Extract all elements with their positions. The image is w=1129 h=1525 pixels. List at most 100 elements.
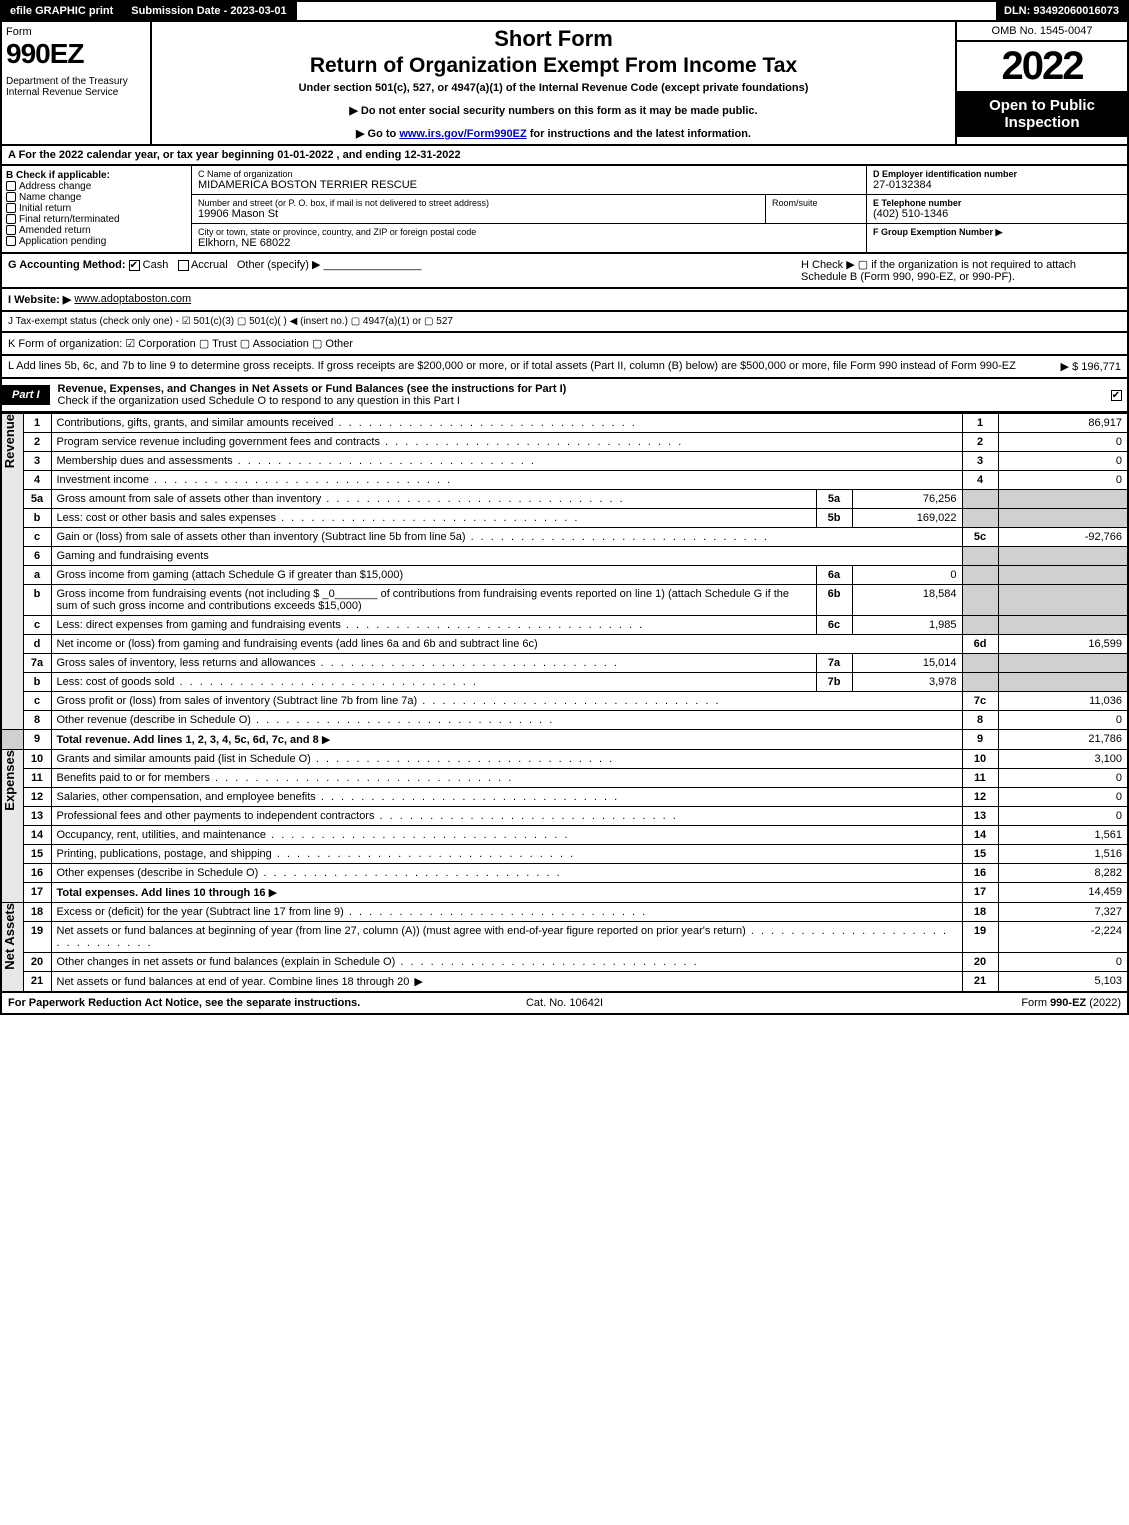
form-word: Form	[6, 26, 146, 38]
dln: DLN: 93492060016073	[996, 2, 1127, 20]
part1-header: Part I Revenue, Expenses, and Changes in…	[0, 379, 1129, 413]
line-16: 16Other expenses (describe in Schedule O…	[1, 864, 1128, 883]
department: Department of the Treasury Internal Reve…	[6, 76, 146, 98]
amt-16: 8,282	[998, 864, 1128, 883]
line-8: 8Other revenue (describe in Schedule O)8…	[1, 711, 1128, 730]
form-header: Form 990EZ Department of the Treasury In…	[0, 22, 1129, 146]
line-6d: dNet income or (loss) from gaming and fu…	[1, 635, 1128, 654]
header-right: OMB No. 1545-0047 2022 Open to Public In…	[957, 22, 1127, 144]
street: 19906 Mason St	[198, 208, 759, 220]
submission-date: Submission Date - 2023-03-01	[123, 2, 296, 20]
section-def: D Employer identification number 27-0132…	[867, 166, 1127, 252]
website[interactable]: www.adoptaboston.com	[74, 293, 191, 306]
line-15: 15Printing, publications, postage, and s…	[1, 845, 1128, 864]
cb-cash[interactable]	[129, 260, 140, 271]
line-6c: cLess: direct expenses from gaming and f…	[1, 616, 1128, 635]
city: Elkhorn, NE 68022	[198, 237, 860, 249]
amt-9: 21,786	[998, 730, 1128, 750]
row-l-amt: ▶ $ 196,771	[1061, 360, 1121, 373]
city-label: City or town, state or province, country…	[198, 227, 860, 237]
line-11: 11Benefits paid to or for members110	[1, 769, 1128, 788]
cb-final-return[interactable]: Final return/terminated	[6, 214, 187, 225]
line-3: 3Membership dues and assessments30	[1, 452, 1128, 471]
ssn-note: ▶ Do not enter social security numbers o…	[162, 104, 945, 117]
amt-5a: 76,256	[852, 490, 962, 509]
line-5a: 5aGross amount from sale of assets other…	[1, 490, 1128, 509]
line-5c: cGain or (loss) from sale of assets othe…	[1, 528, 1128, 547]
group-exempt-cell: F Group Exemption Number ▶	[867, 224, 1127, 241]
line-12: 12Salaries, other compensation, and empl…	[1, 788, 1128, 807]
amt-6d: 16,599	[998, 635, 1128, 654]
line-6: 6Gaming and fundraising events	[1, 547, 1128, 566]
line-18: Net Assets18Excess or (deficit) for the …	[1, 903, 1128, 922]
line-4: 4Investment income40	[1, 471, 1128, 490]
footer-left: For Paperwork Reduction Act Notice, see …	[8, 997, 379, 1009]
amt-17: 14,459	[998, 883, 1128, 903]
form-title: Return of Organization Exempt From Incom…	[162, 54, 945, 78]
footer-mid: Cat. No. 10642I	[379, 997, 750, 1009]
amt-18: 7,327	[998, 903, 1128, 922]
page-footer: For Paperwork Reduction Act Notice, see …	[0, 993, 1129, 1015]
cb-address-change[interactable]: Address change	[6, 181, 187, 192]
top-bar: efile GRAPHIC print Submission Date - 20…	[0, 0, 1129, 22]
entity-block: B Check if applicable: Address change Na…	[0, 166, 1129, 254]
cb-application-pending[interactable]: Application pending	[6, 236, 187, 247]
org-name-label: C Name of organization	[198, 169, 860, 179]
amt-19: -2,224	[998, 922, 1128, 953]
cb-name-change[interactable]: Name change	[6, 192, 187, 203]
amt-5b: 169,022	[852, 509, 962, 528]
expenses-label: Expenses	[2, 750, 17, 811]
amt-6c: 1,985	[852, 616, 962, 635]
room-label: Room/suite	[772, 198, 860, 208]
tel-label: E Telephone number	[873, 198, 1121, 208]
amt-14: 1,561	[998, 826, 1128, 845]
line-7c: cGross profit or (loss) from sales of in…	[1, 692, 1128, 711]
amt-20: 0	[998, 953, 1128, 972]
amt-1: 86,917	[998, 414, 1128, 433]
amt-10: 3,100	[998, 750, 1128, 769]
ein-label: D Employer identification number	[873, 169, 1121, 179]
street-label: Number and street (or P. O. box, if mail…	[198, 198, 759, 208]
amt-2: 0	[998, 433, 1128, 452]
line-2: 2Program service revenue including gover…	[1, 433, 1128, 452]
line-6a: aGross income from gaming (attach Schedu…	[1, 566, 1128, 585]
row-j: J Tax-exempt status (check only one) - ☑…	[0, 312, 1129, 333]
city-cell: City or town, state or province, country…	[192, 224, 866, 252]
header-left: Form 990EZ Department of the Treasury In…	[2, 22, 152, 144]
header-mid: Short Form Return of Organization Exempt…	[152, 22, 957, 144]
cb-amended-return[interactable]: Amended return	[6, 225, 187, 236]
row-l: L Add lines 5b, 6c, and 7b to line 9 to …	[0, 356, 1129, 379]
amt-15: 1,516	[998, 845, 1128, 864]
amt-21: 5,103	[998, 972, 1128, 993]
omb-number: OMB No. 1545-0047	[957, 22, 1127, 42]
goto-note: ▶ Go to www.irs.gov/Form990EZ for instru…	[162, 127, 945, 140]
irs-link[interactable]: www.irs.gov/Form990EZ	[399, 128, 526, 140]
part1-table: Revenue 1Contributions, gifts, grants, a…	[0, 413, 1129, 993]
g-accounting: G Accounting Method: Cash Accrual Other …	[8, 258, 801, 283]
line-6b: bGross income from fundraising events (n…	[1, 585, 1128, 616]
part1-check[interactable]	[1105, 389, 1127, 401]
row-gh: G Accounting Method: Cash Accrual Other …	[0, 254, 1129, 289]
revenue-label: Revenue	[2, 414, 17, 468]
line-17: 17Total expenses. Add lines 10 through 1…	[1, 883, 1128, 903]
line-9: 9Total revenue. Add lines 1, 2, 3, 4, 5c…	[1, 730, 1128, 750]
amt-7b: 3,978	[852, 673, 962, 692]
form-subtitle: Under section 501(c), 527, or 4947(a)(1)…	[162, 82, 945, 94]
line-7b: bLess: cost of goods sold7b3,978	[1, 673, 1128, 692]
line-21: 21Net assets or fund balances at end of …	[1, 972, 1128, 993]
amt-7c: 11,036	[998, 692, 1128, 711]
short-form-label: Short Form	[162, 26, 945, 52]
section-c: C Name of organization MIDAMERICA BOSTON…	[192, 166, 867, 252]
org-name: MIDAMERICA BOSTON TERRIER RESCUE	[198, 179, 860, 191]
amt-4: 0	[998, 471, 1128, 490]
amt-13: 0	[998, 807, 1128, 826]
amt-6b: 18,584	[852, 585, 962, 616]
cb-initial-return[interactable]: Initial return	[6, 203, 187, 214]
line-7a: 7aGross sales of inventory, less returns…	[1, 654, 1128, 673]
efile-print-label[interactable]: efile GRAPHIC print	[2, 2, 123, 20]
line-20: 20Other changes in net assets or fund ba…	[1, 953, 1128, 972]
street-row: Number and street (or P. O. box, if mail…	[192, 195, 866, 224]
cb-accrual[interactable]	[178, 260, 189, 271]
ein: 27-0132384	[873, 179, 1121, 191]
part1-tag: Part I	[2, 385, 50, 405]
